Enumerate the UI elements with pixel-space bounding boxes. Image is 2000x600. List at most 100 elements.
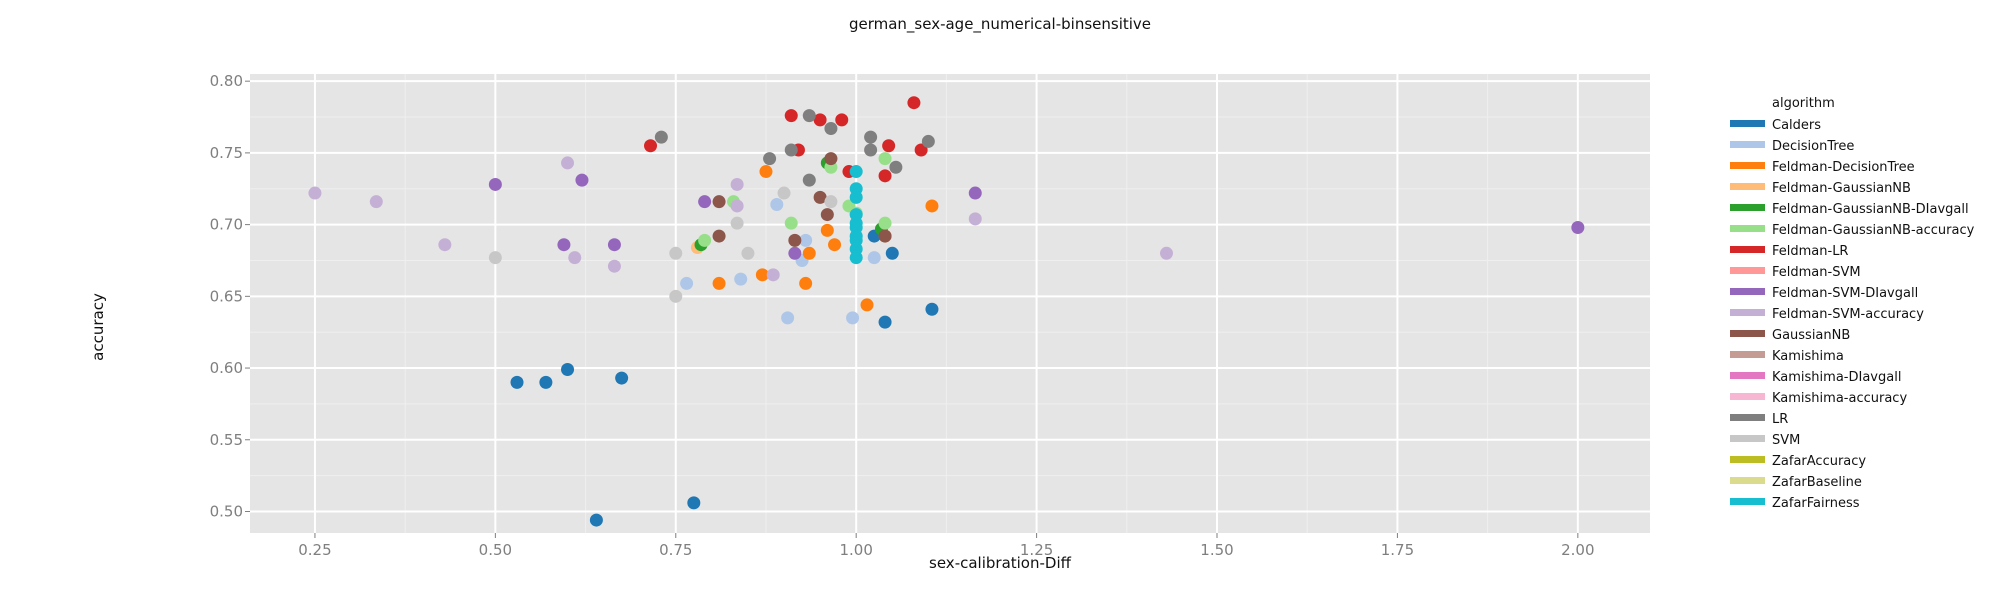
data-point [820, 223, 834, 237]
legend-item: Feldman-SVM-accuracy [1730, 307, 1924, 322]
data-point [788, 246, 802, 260]
data-point [846, 311, 860, 325]
data-point [813, 190, 827, 204]
data-point [568, 251, 582, 265]
legend-label: Calders [1772, 118, 1821, 133]
data-point [968, 186, 982, 200]
legend-swatch [1730, 183, 1765, 190]
chart-title: german_sex-age_numerical-binsensitive [849, 15, 1151, 34]
data-point [867, 251, 881, 265]
data-point [828, 238, 842, 252]
data-point [607, 238, 621, 252]
data-point [687, 496, 701, 510]
data-point [698, 233, 712, 247]
legend-swatch [1730, 498, 1765, 505]
series-LR [654, 109, 935, 187]
legend-label: GaussianNB [1772, 328, 1850, 343]
data-point [813, 113, 827, 127]
data-point [488, 177, 502, 191]
legend-swatch [1730, 414, 1765, 421]
legend-swatch [1730, 309, 1765, 316]
x-tick-label: 2.00 [1561, 541, 1594, 559]
data-point [878, 315, 892, 329]
data-point [882, 139, 896, 153]
legend-label: Feldman-GaussianNB-DIavgall [1772, 202, 1969, 217]
legend-label: Kamishima-accuracy [1772, 391, 1907, 406]
legend-label: Feldman-SVM-DIavgall [1772, 286, 1918, 301]
legend-swatch [1730, 204, 1765, 211]
x-tick-label: 1.25 [1020, 541, 1053, 559]
legend-item: Kamishima [1730, 349, 1844, 364]
data-point [860, 298, 874, 312]
data-point [680, 276, 694, 290]
x-tick-label: 0.75 [659, 541, 692, 559]
data-point [784, 216, 798, 230]
y-axis-title: accuracy [89, 293, 107, 361]
data-point [698, 195, 712, 209]
data-point [369, 195, 383, 209]
data-point [835, 113, 849, 127]
data-point [561, 156, 575, 170]
legend: algorithm Calders DecisionTree Feldman-Deci… [1730, 96, 1975, 511]
series-Feldman-SVM-DIavgall [488, 173, 1585, 260]
data-point [878, 169, 892, 183]
y-tick-label: 0.80 [210, 72, 243, 90]
data-point [925, 199, 939, 213]
data-point [669, 246, 683, 260]
data-point [1571, 220, 1585, 234]
data-point [730, 177, 744, 191]
data-point [712, 276, 726, 290]
data-point [907, 96, 921, 110]
data-point [607, 259, 621, 273]
legend-swatch [1730, 351, 1765, 358]
data-point [438, 238, 452, 252]
legend-label: Feldman-DecisionTree [1772, 160, 1915, 175]
data-point [878, 152, 892, 166]
y-tick-label: 0.60 [210, 359, 243, 377]
data-point [802, 173, 816, 187]
data-point [510, 375, 524, 389]
legend-item: SVM [1730, 433, 1800, 448]
y-tick-label: 0.65 [210, 287, 243, 305]
data-point [763, 152, 777, 166]
legend-swatch [1730, 330, 1765, 337]
data-point [889, 160, 903, 174]
data-point [799, 233, 813, 247]
data-point [712, 195, 726, 209]
legend-label: Feldman-SVM [1772, 265, 1861, 280]
data-point [712, 229, 726, 243]
data-point [1159, 246, 1173, 260]
data-point [878, 229, 892, 243]
series-Feldman-GaussianNB-accuracy [698, 152, 892, 247]
data-point [799, 276, 813, 290]
data-point [824, 152, 838, 166]
data-point [755, 268, 769, 282]
series-SVM [488, 186, 838, 303]
legend-label: Feldman-LR [1772, 244, 1848, 259]
legend-swatch [1730, 225, 1765, 232]
data-point [925, 302, 939, 316]
data-point [770, 198, 784, 212]
plot-background [250, 74, 1650, 533]
legend-item: Calders [1730, 118, 1821, 133]
legend-item: ZafarBaseline [1730, 475, 1862, 490]
plot-area: 0.25 0.50 0.75 1.00 1.25 1.50 1.75 2.00 0.50 0.55… [210, 72, 1650, 559]
data-point [784, 109, 798, 123]
data-point [730, 216, 744, 230]
y-tick-label: 0.75 [210, 144, 243, 162]
data-point [777, 186, 791, 200]
data-point [820, 208, 834, 222]
x-tick-label: 1.50 [1200, 541, 1233, 559]
data-point [914, 143, 928, 157]
legend-item: ZafarAccuracy [1730, 454, 1866, 469]
data-point [849, 165, 863, 179]
data-point [824, 122, 838, 136]
data-point [788, 233, 802, 247]
legend-item: Feldman-GaussianNB-DIavgall [1730, 202, 1969, 217]
legend-label: Feldman-SVM-accuracy [1772, 307, 1924, 322]
data-point [561, 362, 575, 376]
data-point [734, 272, 748, 286]
legend-item: LR [1730, 412, 1788, 427]
legend-label: ZafarAccuracy [1772, 454, 1866, 469]
data-point [589, 513, 603, 527]
